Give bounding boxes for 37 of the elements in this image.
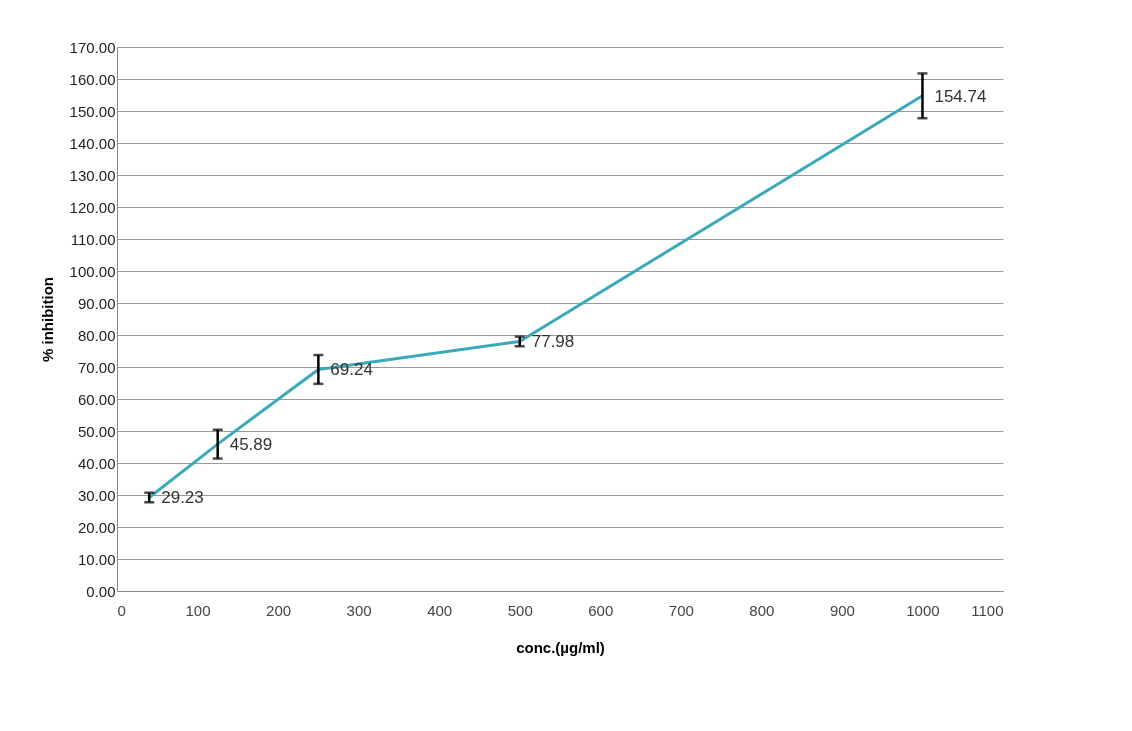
x-tick-label: 1100 (971, 601, 1004, 619)
x-tick-label: 400 (427, 601, 453, 619)
x-axis-title: conc.(µg/ml) (516, 638, 605, 656)
data-label: 77.98 (531, 332, 575, 352)
y-tick-label: 20.00 (77, 518, 116, 536)
y-tick-label: 0.00 (86, 582, 116, 600)
y-tick-label: 130.00 (69, 166, 116, 184)
y-tick-label: 110.00 (70, 230, 116, 248)
x-tick-label: 600 (588, 601, 614, 619)
x-tick-label: 500 (507, 601, 533, 619)
data-label: 69.24 (330, 360, 373, 380)
data-label: 154.74 (934, 86, 987, 106)
x-tick-label: 700 (668, 601, 694, 619)
x-tick-label: 200 (266, 601, 292, 619)
y-tick-label: 60.00 (77, 390, 116, 408)
x-tick-label: 800 (749, 601, 775, 619)
y-tick-label: 100.00 (69, 262, 116, 280)
y-tick-label: 70.00 (77, 358, 116, 376)
y-tick-label: 80.00 (77, 326, 116, 344)
x-tick-label: 0 (117, 601, 126, 619)
x-tick-label: 900 (829, 601, 855, 619)
y-tick-label: 140.00 (69, 134, 116, 152)
x-tick-label: 100 (185, 601, 211, 619)
x-tick-label: 300 (346, 601, 372, 619)
y-tick-label: 90.00 (77, 294, 116, 312)
y-tick-label: 160.00 (69, 70, 116, 88)
y-tick-label: 40.00 (77, 454, 116, 472)
y-tick-label: 50.00 (77, 422, 116, 440)
x-tick-label: 1000 (906, 601, 940, 619)
y-tick-label: 150.00 (69, 102, 116, 120)
data-label: 29.23 (161, 488, 204, 508)
y-tick-label: 120.00 (69, 198, 116, 216)
data-label: 45.89 (229, 435, 273, 455)
y-tick-label: 170.00 (69, 38, 116, 56)
y-axis-title: % inhibition (38, 277, 56, 362)
y-tick-label: 30.00 (77, 486, 116, 504)
y-tick-label: 10.00 (77, 550, 116, 568)
